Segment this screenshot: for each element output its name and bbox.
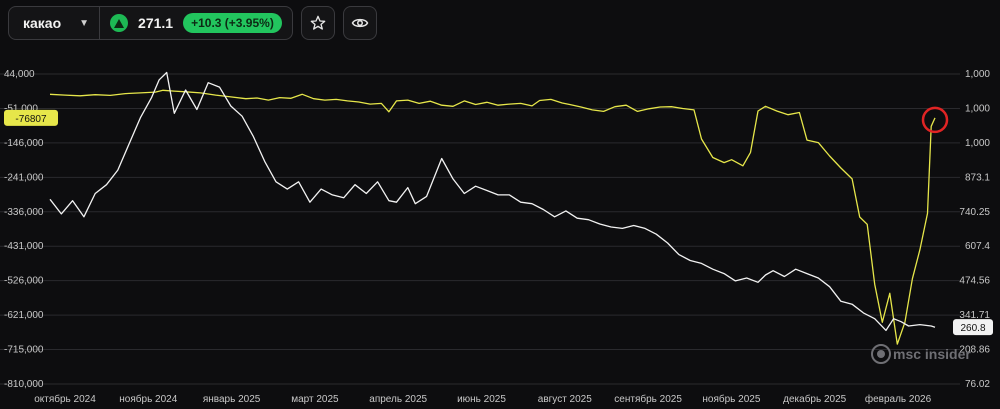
left-axis-tick: -526,000 — [4, 276, 44, 287]
series-line-1 — [49, 71, 936, 332]
left-axis-tick: 44,000 — [4, 69, 35, 80]
left-current-label: -76807 — [15, 114, 47, 125]
left-axis-tick: -51,000 — [4, 103, 38, 114]
eye-icon — [351, 18, 369, 28]
x-axis-tick: сентябрь 2025 — [614, 393, 682, 405]
change-badge: +10.3 (+3.95%) — [183, 13, 282, 33]
star-icon — [310, 15, 326, 30]
x-axis-tick: октябрь 2024 — [34, 393, 96, 405]
left-axis-tick: -241,000 — [4, 172, 44, 183]
chevron-down-icon: ▼ — [79, 17, 90, 29]
left-current-label-bg — [4, 109, 58, 126]
left-axis-tick: -431,000 — [4, 241, 44, 252]
toolbar: какао ▼ 271.1 +10.3 (+3.95%) — [8, 6, 377, 40]
right-axis-tick: 208.86 — [959, 345, 990, 356]
right-axis-tick: 1,000 — [965, 103, 990, 114]
price-value: 271.1 — [138, 15, 174, 31]
ticker-selector[interactable]: какао ▼ — [23, 6, 101, 40]
right-axis-tick: 1,000 — [965, 138, 990, 149]
ticker-name: какао — [23, 15, 62, 31]
left-axis-tick: -336,000 — [4, 207, 44, 218]
annotation-circle — [921, 106, 949, 134]
watermark-logo: msc insider — [871, 344, 971, 364]
x-axis-tick: январь 2025 — [203, 394, 261, 405]
ticker-box: какао ▼ 271.1 +10.3 (+3.95%) — [8, 6, 293, 40]
right-axis-tick: 1,000 — [965, 69, 990, 80]
x-axis-tick: ноябрь 2025 — [702, 393, 760, 405]
right-current-label: 260.8 — [960, 323, 985, 334]
left-axis-tick: -715,000 — [4, 345, 44, 356]
x-axis-tick: апрель 2025 — [369, 394, 427, 405]
triangle-up-icon — [110, 14, 129, 32]
x-axis-tick: ноябрь 2024 — [119, 393, 177, 405]
x-axis-tick: август 2025 — [538, 394, 592, 405]
right-axis-tick: 341.71 — [959, 310, 990, 321]
left-axis-tick: -810,000 — [4, 379, 44, 390]
x-axis-tick: июнь 2025 — [457, 394, 506, 405]
x-axis-tick: март 2025 — [291, 394, 339, 405]
left-axis-tick: -146,000 — [4, 138, 44, 149]
left-axis-tick: -621,000 — [4, 310, 44, 321]
right-current-label-bg — [953, 319, 993, 336]
x-axis-tick: февраль 2026 — [865, 393, 932, 405]
watermark-text: msc insider — [893, 346, 971, 362]
eye-button[interactable] — [342, 6, 377, 40]
right-axis-tick: 76.02 — [965, 379, 990, 390]
right-axis-tick: 607.4 — [965, 241, 990, 252]
series-line-0 — [49, 89, 936, 345]
star-button[interactable] — [300, 6, 335, 40]
right-axis-tick: 474.56 — [959, 276, 990, 287]
right-axis-tick: 873.1 — [965, 172, 990, 183]
x-axis-tick: декабрь 2025 — [783, 393, 847, 405]
right-axis-tick: 740.25 — [959, 207, 990, 218]
